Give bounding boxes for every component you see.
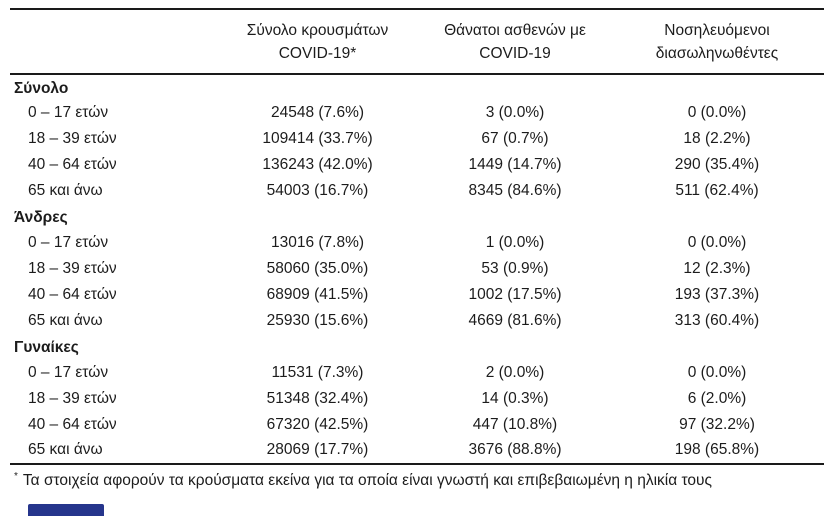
cases-cell: 24548 (7.6%) [270, 103, 365, 121]
intubated-cell: 313 (60.4%) [674, 311, 760, 329]
deaths-cell: 67 (0.7%) [481, 129, 549, 147]
table-row: 40 – 64 ετών 67320 (42.5%) 447 (10.8%) 9… [10, 412, 824, 438]
intubated-cell: 0 (0.0%) [687, 363, 747, 381]
age-row-label: 40 – 64 ετών [28, 285, 117, 303]
table-row: 65 και άνω 54003 (16.7%) 8345 (84.6%) 51… [10, 178, 824, 204]
header-intubated: Νοσηλευόμενοι διασωληνωθέντες [610, 9, 824, 75]
cases-cell: 136243 (42.0%) [262, 155, 373, 173]
cases-cell: 67320 (42.5%) [266, 415, 369, 433]
age-row-label: 0 – 17 ετών [28, 103, 109, 121]
age-row-label: 65 και άνω [28, 181, 103, 199]
age-row-label: 40 – 64 ετών [28, 155, 117, 173]
age-row-label: 0 – 17 ετών [28, 233, 109, 251]
header-deaths-line1: Θάνατοι ασθενών με [444, 22, 586, 39]
deaths-cell: 3676 (88.8%) [420, 437, 610, 465]
deaths-cell: 4669 (81.6%) [468, 311, 562, 329]
intubated-cell: 0 (0.0%) [687, 103, 747, 121]
intubated-cell: 12 (2.3%) [683, 259, 751, 277]
table-row: 40 – 64 ετών 136243 (42.0%) 1449 (14.7%)… [10, 152, 824, 178]
cases-cell: 13016 (7.8%) [270, 233, 365, 251]
table-body: Σύνολο 0 – 17 ετών 24548 (7.6%) 3 (0.0%)… [10, 74, 824, 465]
intubated-cell: 6 (2.0%) [687, 389, 747, 407]
deaths-cell: 1449 (14.7%) [468, 155, 562, 173]
group-row-total: Σύνολο [10, 74, 824, 100]
cases-cell: 68909 (41.5%) [266, 285, 369, 303]
deaths-cell: 447 (10.8%) [472, 415, 558, 433]
group-label-men: Άνδρες [14, 209, 68, 226]
footnote-asterisk: * [14, 470, 18, 482]
deaths-cell: 1 (0.0%) [485, 233, 545, 251]
deaths-cell: 2 (0.0%) [485, 363, 545, 381]
intubated-cell: 193 (37.3%) [674, 285, 760, 303]
header-row: Σύνολο κρουσμάτων COVID-19* Θάνατοι ασθε… [10, 9, 824, 75]
age-row-label: 18 – 39 ετών [28, 389, 117, 407]
group-label-total: Σύνολο [14, 79, 69, 97]
header-intubated-line1: Νοσηλευόμενοι [664, 22, 770, 39]
intubated-cell: 0 (0.0%) [687, 233, 747, 251]
table-row: 65 και άνω 28069 (17.7%) 3676 (88.8%) 19… [10, 437, 824, 465]
intubated-cell: 290 (35.4%) [674, 155, 760, 173]
header-deaths: Θάνατοι ασθενών με COVID-19 [420, 9, 610, 75]
age-row-label: 40 – 64 ετών [28, 415, 117, 433]
cases-cell: 109414 (33.7%) [262, 129, 373, 147]
intubated-cell: 198 (65.8%) [610, 437, 824, 465]
deaths-cell: 3 (0.0%) [485, 103, 545, 121]
deaths-cell: 53 (0.9%) [481, 259, 549, 277]
header-intubated-line2: διασωληνωθέντες [655, 45, 779, 63]
intubated-cell: 97 (32.2%) [679, 415, 755, 433]
cases-cell: 28069 (17.7%) [215, 437, 420, 465]
cases-cell: 54003 (16.7%) [266, 181, 369, 199]
table-row: 65 και άνω 25930 (15.6%) 4669 (81.6%) 31… [10, 308, 824, 334]
group-label-women: Γυναίκες [14, 339, 79, 356]
cases-cell: 51348 (32.4%) [266, 389, 369, 407]
table-row: 0 – 17 ετών 24548 (7.6%) 3 (0.0%) 0 (0.0… [10, 100, 824, 126]
deaths-cell: 1002 (17.5%) [468, 285, 562, 303]
table-row: 18 – 39 ετών 58060 (35.0%) 53 (0.9%) 12 … [10, 256, 824, 282]
cropped-blue-element [28, 504, 104, 516]
table-footnote: * Τα στοιχεία αφορούν τα κρούσματα εκείνα… [14, 470, 824, 491]
table-header: Σύνολο κρουσμάτων COVID-19* Θάνατοι ασθε… [10, 9, 824, 75]
cases-cell: 25930 (15.6%) [266, 311, 369, 329]
age-row-label: 65 και άνω [28, 311, 103, 329]
covid-age-statistics-table: Σύνολο κρουσμάτων COVID-19* Θάνατοι ασθε… [10, 8, 824, 465]
table-row: 40 – 64 ετών 68909 (41.5%) 1002 (17.5%) … [10, 282, 824, 308]
age-row-label: 0 – 17 ετών [28, 363, 109, 381]
intubated-cell: 18 (2.2%) [683, 129, 751, 147]
header-empty-cell [10, 9, 215, 75]
intubated-cell: 511 (62.4%) [675, 181, 759, 199]
table-row: 18 – 39 ετών 109414 (33.7%) 67 (0.7%) 18… [10, 126, 824, 152]
cases-cell: 11531 (7.3%) [271, 363, 364, 381]
header-deaths-line2: COVID-19 [479, 45, 551, 63]
group-row-men: Άνδρες [10, 204, 824, 230]
age-row-label: 65 και άνω [10, 437, 215, 465]
deaths-cell: 8345 (84.6%) [468, 181, 562, 199]
deaths-cell: 14 (0.3%) [481, 389, 549, 407]
age-row-label: 18 – 39 ετών [28, 129, 117, 147]
table-row: 0 – 17 ετών 13016 (7.8%) 1 (0.0%) 0 (0.0… [10, 230, 824, 256]
table-row: 18 – 39 ετών 51348 (32.4%) 14 (0.3%) 6 (… [10, 386, 824, 412]
age-row-label: 18 – 39 ετών [28, 259, 117, 277]
header-total-cases-line1: Σύνολο κρουσμάτων [246, 22, 389, 39]
header-total-cases: Σύνολο κρουσμάτων COVID-19* [215, 9, 420, 75]
group-row-women: Γυναίκες [10, 334, 824, 360]
footnote-text: Τα στοιχεία αφορούν τα κρούσματα εκείνα … [22, 471, 712, 489]
header-total-cases-line2: COVID-19* [278, 45, 357, 63]
cases-cell: 58060 (35.0%) [266, 259, 369, 277]
table-row: 0 – 17 ετών 11531 (7.3%) 2 (0.0%) 0 (0.0… [10, 360, 824, 386]
